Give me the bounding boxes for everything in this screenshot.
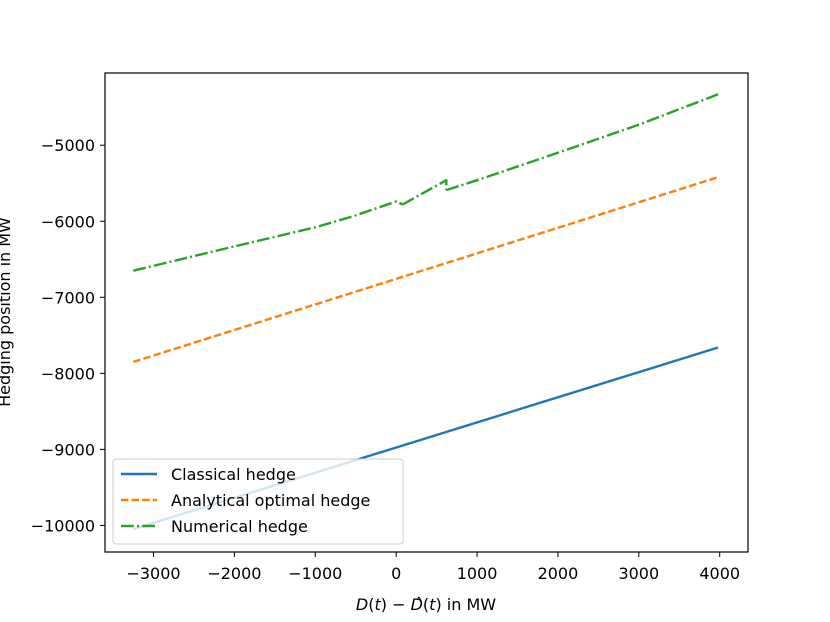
x-tick-label: 1000 [457,564,498,583]
y-tick-label: −5000 [41,136,95,155]
x-axis-label-part: D [411,595,423,614]
x-tick-label: 0 [391,564,401,583]
series-line-2 [445,93,719,192]
x-axis: −3000 −2000 −1000 0 1000 2000 3000 4000 [126,552,740,583]
legend-label: Analytical optimal hedge [171,491,370,510]
x-tick-label: −3000 [126,564,180,583]
x-tick-label: 2000 [538,564,579,583]
x-axis-label-part: ( [423,595,429,614]
legend-label: Classical hedge [171,465,296,484]
x-axis-label-part: ) in MW [435,595,496,614]
legend: Classical hedge Analytical optimal hedge N… [112,458,404,545]
x-tick-label: 3000 [618,564,659,583]
x-tick-label: −1000 [288,564,342,583]
x-tick-label: 4000 [699,564,740,583]
x-axis-label-part: D [356,595,368,614]
series-line-2 [402,178,448,206]
x-axis-label-part: t [429,595,436,614]
y-tick-label: −6000 [41,212,95,231]
y-tick-label: −9000 [41,440,95,459]
plot-frame [104,72,749,553]
y-tick-label: −10000 [31,516,95,535]
y-axis-label: Hedging position in MW [0,217,14,407]
x-tick-label: −2000 [207,564,261,583]
legend-label: Numerical hedge [171,517,308,536]
y-tick-label: −7000 [41,288,95,307]
series-line-2 [133,200,404,272]
y-tick-label: −8000 [41,364,95,383]
x-axis-label: D(t) − D̂(t) in MW [356,595,496,614]
legend-box [112,458,404,545]
x-axis-label-part: ) − [381,595,411,614]
x-axis-label-part: t [374,595,381,614]
y-axis: −10000 −9000 −8000 −7000 −6000 −5000 [31,136,105,535]
x-axis-label-part: ( [368,595,374,614]
series-line-1 [132,176,719,364]
